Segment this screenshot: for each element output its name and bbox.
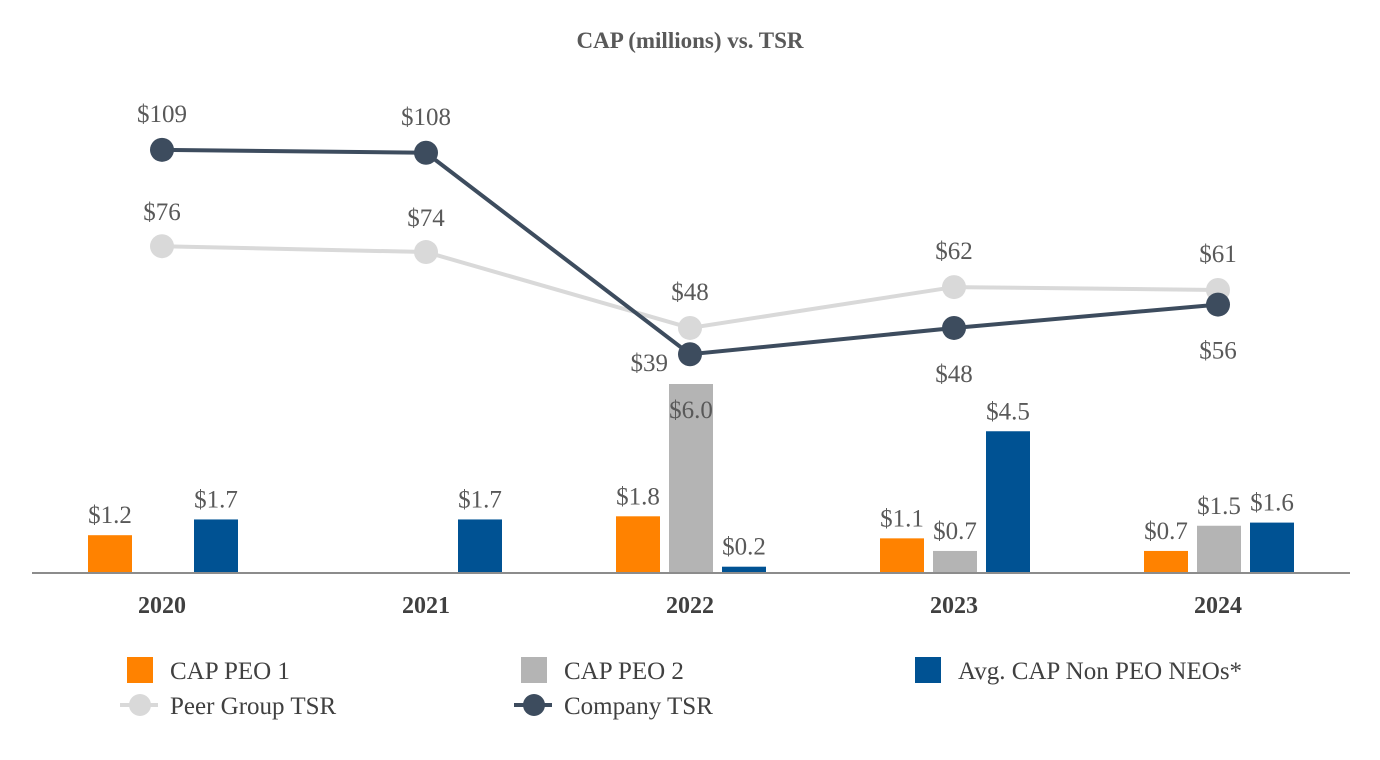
- bar-cap-peo-1-2022: [616, 516, 660, 573]
- point-label-peer-group-tsr-2023: $62: [935, 238, 973, 265]
- point-label-peer-group-tsr-2021: $74: [407, 205, 445, 232]
- chart-title: CAP (millions) vs. TSR: [576, 28, 803, 53]
- x-tick-labels: 2020 2021 2022 2023 2024: [138, 593, 1242, 619]
- bar-group: $1.2 $1.8 $1.1 $0.7 $6.0 $0.7 $1.5 $1.7 $1.7 $0.2…: [88, 384, 1294, 573]
- point-company-tsr-2021: [414, 140, 438, 165]
- legend-marker-company-tsr: [523, 694, 545, 716]
- legend-label-cap-peo-2: CAP PEO 2: [564, 658, 684, 685]
- point-label-company-tsr-2022: $39: [631, 350, 669, 377]
- point-label-company-tsr-2021: $108: [401, 104, 451, 131]
- legend-label-company-tsr: Company TSR: [564, 693, 713, 720]
- bar-label-avg-cap-non-peo-neos-2024: $1.6: [1250, 490, 1294, 517]
- point-label-company-tsr-2024: $56: [1199, 338, 1237, 365]
- legend-swatch-avg-cap-non-peo-neos: [915, 657, 941, 683]
- legend-swatch-cap-peo-1: [127, 657, 153, 683]
- bar-avg-cap-non-peo-neos-2022: [722, 566, 766, 573]
- bar-avg-cap-non-peo-neos-2024: [1250, 522, 1294, 573]
- bar-label-cap-peo-2-2024: $1.5: [1197, 493, 1241, 520]
- point-company-tsr-2023: [942, 315, 966, 340]
- bar-label-cap-peo-1-2022: $1.8: [616, 483, 660, 510]
- point-label-peer-group-tsr-2024: $61: [1199, 241, 1237, 268]
- point-peer-group-tsr-2023: [942, 275, 966, 300]
- bar-label-cap-peo-2-2022: $6.0: [669, 397, 713, 424]
- point-peer-group-tsr-2020: [150, 234, 174, 259]
- bar-label-avg-cap-non-peo-neos-2022: $0.2: [722, 534, 766, 561]
- point-label-peer-group-tsr-2020: $76: [143, 199, 181, 226]
- x-tick-2023: 2023: [930, 593, 978, 619]
- bar-label-avg-cap-non-peo-neos-2020: $1.7: [194, 486, 238, 513]
- bar-avg-cap-non-peo-neos-2023: [986, 431, 1030, 573]
- point-peer-group-tsr-2021: [414, 240, 438, 265]
- legend-label-peer-group-tsr: Peer Group TSR: [170, 693, 337, 720]
- bar-cap-peo-2-2022: [669, 384, 713, 573]
- legend: CAP PEO 1 CAP PEO 2 Avg. CAP Non PEO NEOs*…: [120, 657, 1242, 720]
- legend-swatch-cap-peo-2: [521, 657, 547, 683]
- bar-cap-peo-1-2023: [880, 538, 924, 573]
- bar-avg-cap-non-peo-neos-2020: [194, 519, 238, 573]
- point-label-company-tsr-2023: $48: [935, 361, 973, 388]
- legend-marker-peer-group-tsr: [129, 694, 151, 716]
- point-company-tsr-2020: [150, 137, 174, 162]
- bar-cap-peo-1-2020: [88, 535, 132, 573]
- point-company-tsr-2022: [678, 342, 702, 367]
- point-label-peer-group-tsr-2022: $48: [671, 279, 709, 306]
- bar-label-avg-cap-non-peo-neos-2023: $4.5: [986, 398, 1030, 425]
- point-company-tsr-2024: [1206, 292, 1230, 317]
- x-tick-2021: 2021: [402, 593, 450, 619]
- bar-avg-cap-non-peo-neos-2021: [458, 519, 502, 573]
- bar-cap-peo-2-2024: [1197, 525, 1241, 573]
- bar-label-cap-peo-1-2024: $0.7: [1144, 518, 1188, 545]
- legend-label-cap-peo-1: CAP PEO 1: [170, 658, 290, 685]
- bar-label-avg-cap-non-peo-neos-2021: $1.7: [458, 486, 502, 513]
- line-group: $76 $74 $48 $62 $61 $109 $108 $39 $48 $56: [137, 101, 1237, 388]
- x-tick-2022: 2022: [666, 593, 714, 619]
- bar-label-cap-peo-2-2023: $0.7: [933, 518, 977, 545]
- point-label-company-tsr-2020: $109: [137, 101, 187, 128]
- x-tick-2020: 2020: [138, 593, 186, 619]
- bar-cap-peo-2-2023: [933, 550, 977, 573]
- legend-label-avg-cap-non-peo-neos: Avg. CAP Non PEO NEOs*: [958, 658, 1242, 685]
- bar-cap-peo-1-2024: [1144, 550, 1188, 573]
- point-peer-group-tsr-2022: [678, 315, 702, 340]
- bar-label-cap-peo-1-2023: $1.1: [880, 505, 924, 532]
- x-tick-2024: 2024: [1194, 593, 1242, 619]
- bar-label-cap-peo-1-2020: $1.2: [88, 502, 132, 529]
